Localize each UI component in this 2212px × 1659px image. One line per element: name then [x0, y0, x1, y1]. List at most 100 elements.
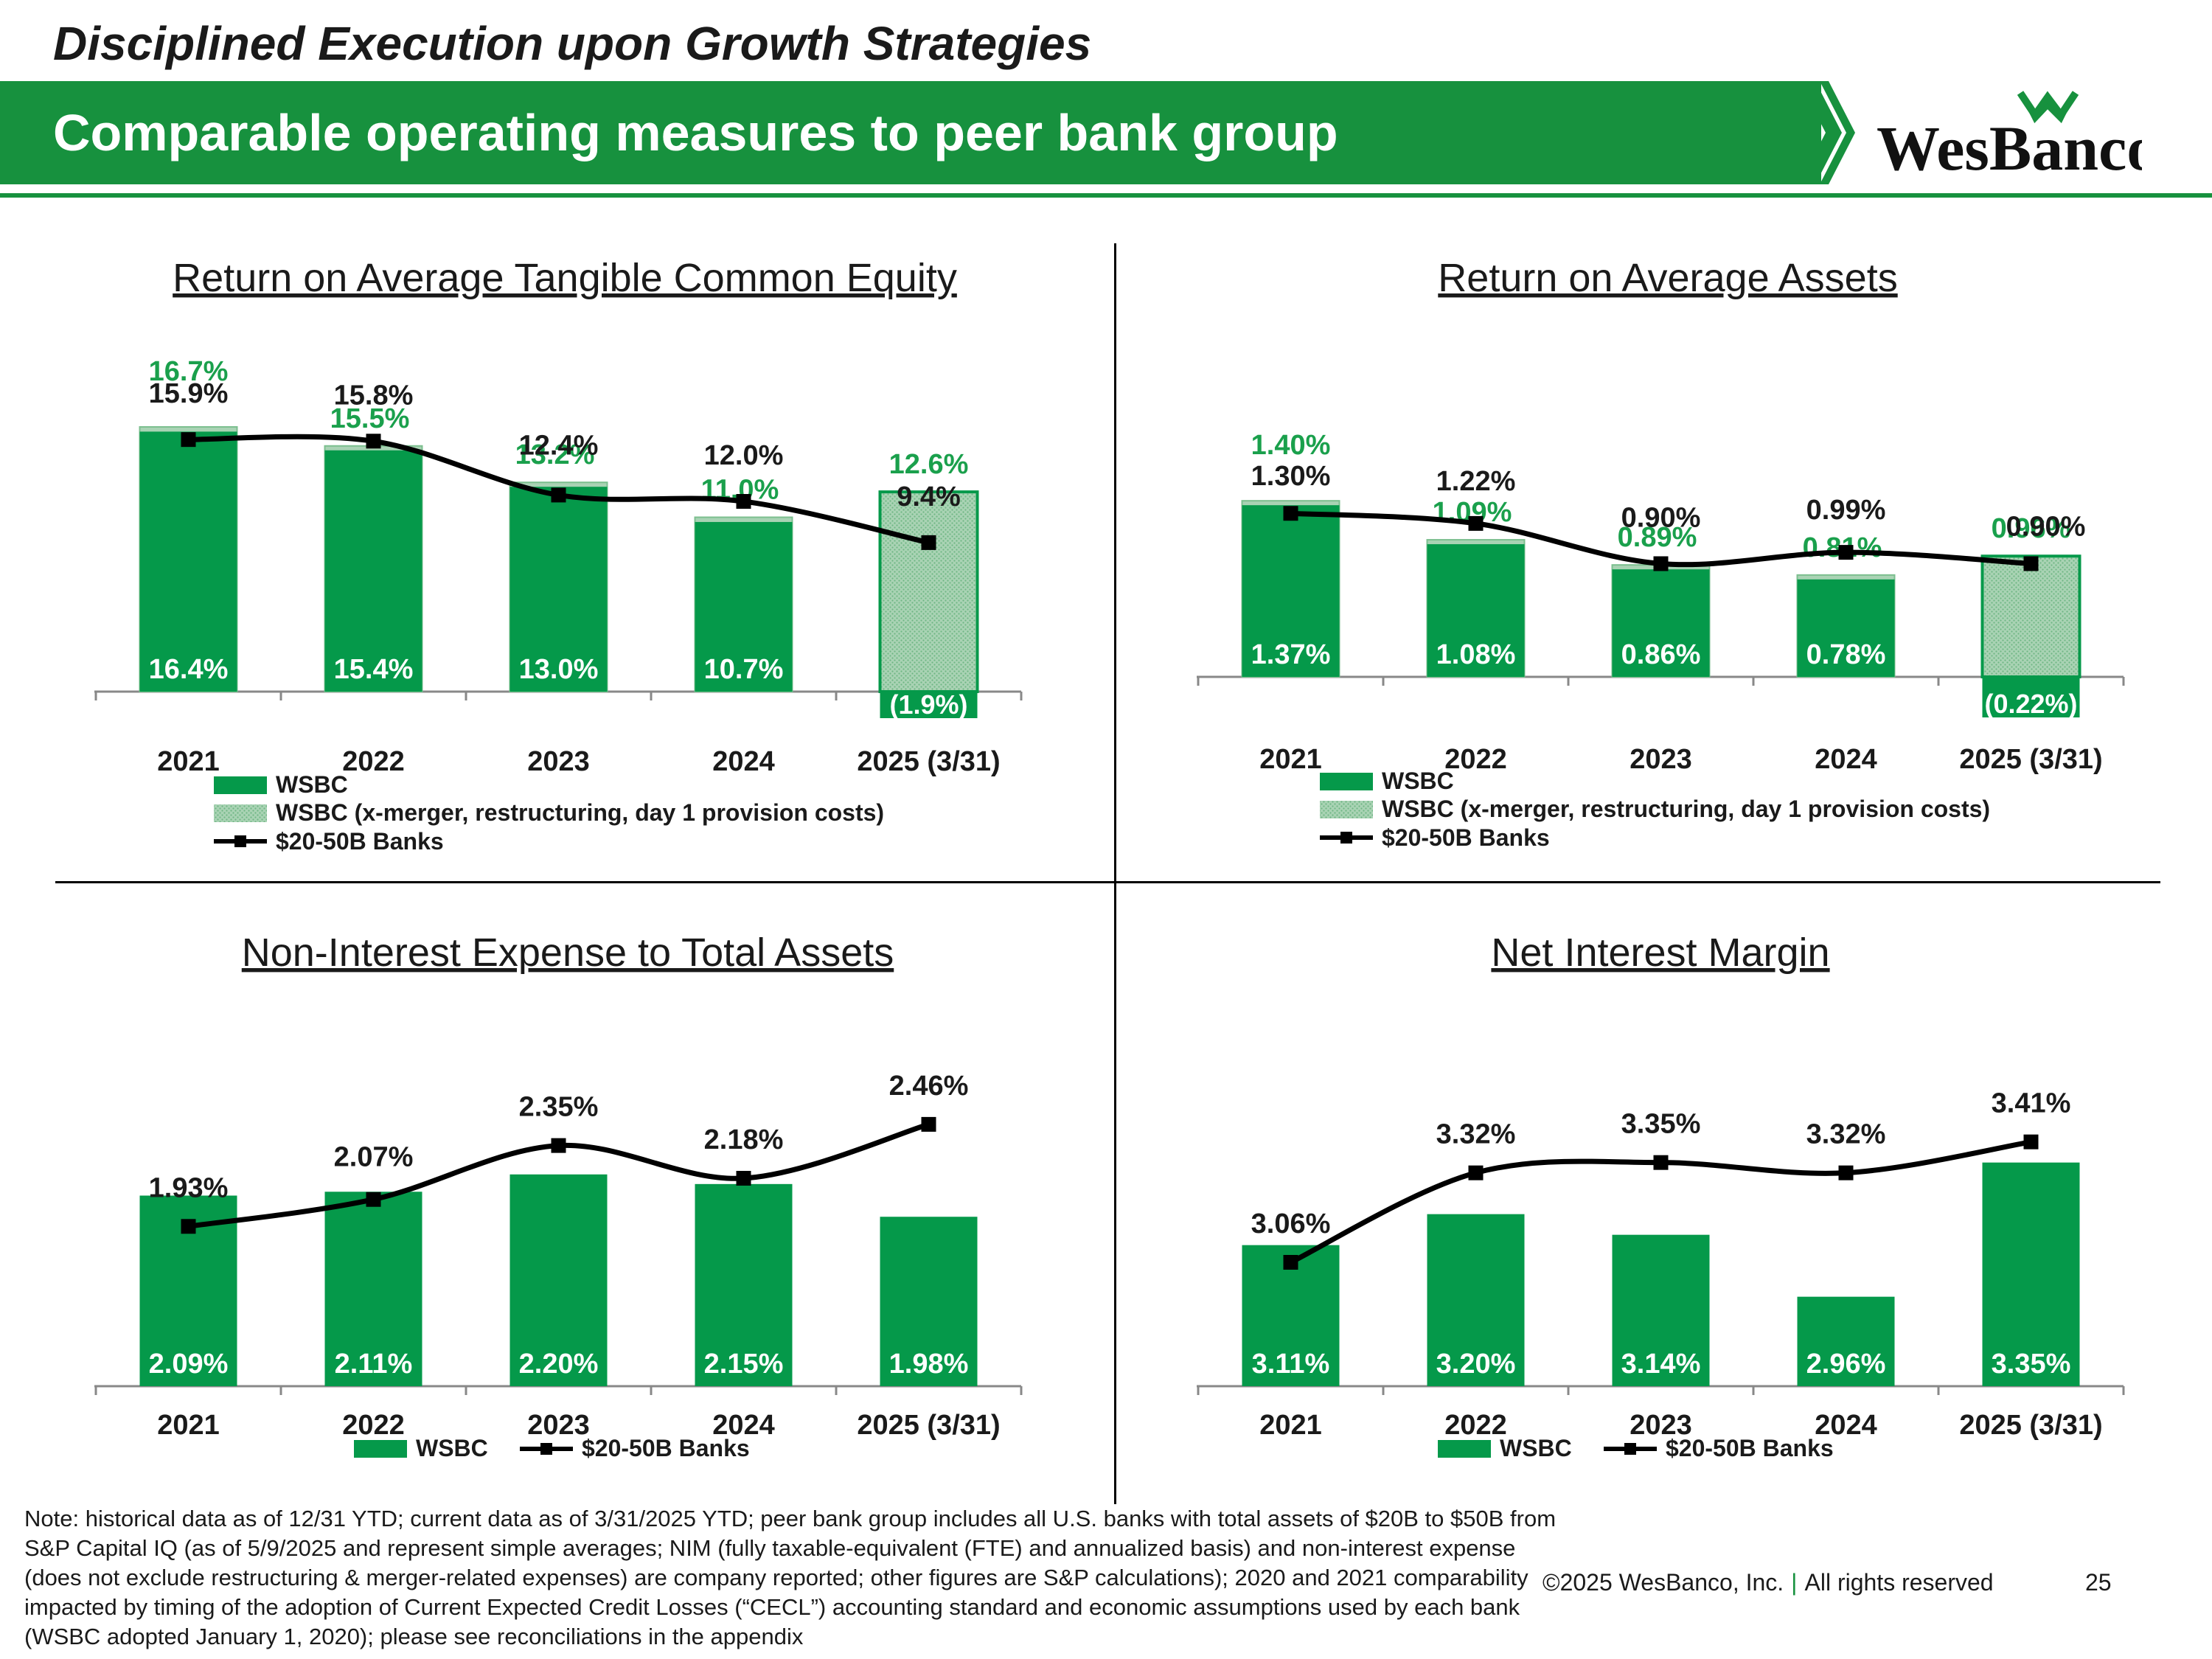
peer-line-marker	[181, 432, 196, 448]
chart-title: Return on Average Assets	[1438, 256, 1897, 300]
copyright-separator: |	[1791, 1569, 1798, 1596]
wsbc-bar-label: 0.86%	[1621, 639, 1701, 670]
peer-line-label: 0.99%	[1806, 495, 1886, 526]
wesbanco-logo: WesBanco	[1877, 91, 2142, 183]
category-label: 2023	[1630, 1410, 1692, 1441]
peer-line-marker	[1468, 515, 1484, 531]
rights-text: All rights reserved	[1804, 1569, 1994, 1596]
wsbc-bar-label: 2.15%	[704, 1349, 784, 1380]
wsbc-bar-negative	[880, 692, 978, 718]
adjusted-bar	[1980, 554, 2081, 678]
legend-swatch-marker	[234, 835, 246, 847]
wsbc-bar-label: 1.08%	[1436, 639, 1516, 670]
chart-title: Net Interest Margin	[1491, 931, 1829, 975]
category-label: 2025 (3/31)	[1959, 744, 2102, 775]
peer-line-marker	[2023, 556, 2039, 571]
peer-line-marker	[1653, 556, 1669, 571]
wsbc-bar-label: 2.96%	[1806, 1349, 1886, 1380]
category-label: 2023	[527, 746, 590, 777]
peer-line-marker	[921, 1116, 936, 1132]
legend-swatch-wsbc	[1438, 1440, 1491, 1458]
peer-line-marker	[736, 494, 751, 509]
peer-line-label: 3.32%	[1806, 1119, 1886, 1150]
wsbc-bar	[324, 450, 422, 692]
category-label: 2022	[342, 746, 405, 777]
slide-supertitle: Disciplined Execution upon Growth Strate…	[53, 17, 1092, 70]
category-label: 2024	[712, 1410, 775, 1441]
adjusted-bar-label: 0.96%	[1992, 513, 2071, 544]
wsbc-bar	[695, 1183, 793, 1386]
legend-label: $20-50B Banks	[1382, 824, 1550, 851]
legend-label: WSBC	[1382, 768, 1454, 794]
wsbc-bar-label: 1.98%	[889, 1349, 969, 1380]
category-label: 2022	[1444, 1410, 1507, 1441]
legend-label: WSBC (x-merger, restructuring, day 1 pro…	[276, 799, 884, 826]
category-label: 2021	[157, 1410, 220, 1441]
category-label: 2025 (3/31)	[857, 1410, 1000, 1441]
wsbc-bar-label: 3.14%	[1621, 1349, 1701, 1380]
wsbc-bar	[1427, 1214, 1525, 1386]
peer-line-label: 3.41%	[1992, 1088, 2071, 1119]
chart-title: Return on Average Tangible Common Equity	[173, 256, 957, 300]
wsbc-bar-label: (0.22%)	[1984, 689, 2077, 719]
category-label: 2022	[342, 1410, 405, 1441]
category-label: 2022	[1444, 744, 1507, 775]
peer-line-marker	[736, 1171, 751, 1186]
legend-label: WSBC	[1500, 1435, 1572, 1461]
wsbc-bar	[1797, 1296, 1895, 1386]
peer-line-marker	[551, 1138, 566, 1153]
wsbc-bar	[509, 487, 608, 692]
category-label: 2024	[1815, 744, 1877, 775]
legend-swatch-adjusted	[1320, 801, 1373, 818]
legend-label: $20-50B Banks	[276, 828, 444, 855]
adjusted-bar-label: 12.6%	[889, 449, 969, 480]
legend-label: $20-50B Banks	[1666, 1435, 1834, 1461]
peer-line-label: 1.93%	[149, 1172, 229, 1203]
wsbc-bar-label: 3.11%	[1252, 1349, 1330, 1380]
legend-label: WSBC	[416, 1435, 488, 1461]
wsbc-bar	[1612, 1234, 1710, 1386]
peer-line-label: 15.9%	[149, 378, 229, 409]
peer-line-marker	[181, 1219, 196, 1234]
quadrant-divider-vertical	[1114, 243, 1116, 1504]
wsbc-bar	[509, 1174, 608, 1386]
peer-line-label: 3.32%	[1436, 1119, 1516, 1150]
copyright: ©2025 WesBanco, Inc. | All rights reserved	[1543, 1569, 1994, 1596]
peer-line-label: 1.30%	[1251, 461, 1331, 492]
legend-swatch-wsbc	[1320, 773, 1373, 790]
category-label: 2023	[1630, 744, 1692, 775]
adjusted-bar	[878, 490, 979, 693]
category-label: 2025 (3/31)	[1959, 1410, 2102, 1441]
wsbc-bar-label: 1.37%	[1251, 639, 1331, 670]
peer-line-label: 2.35%	[519, 1092, 599, 1123]
wsbc-bar-label: 3.20%	[1436, 1349, 1516, 1380]
wsbc-bar	[1427, 544, 1525, 677]
peer-line-label: 0.90%	[2006, 511, 2086, 542]
wsbc-bar-label: 16.4%	[149, 654, 229, 685]
peer-line-label: 0.90%	[1621, 502, 1701, 533]
adjusted-bar-label: 13.2%	[515, 439, 595, 470]
slide-title: Comparable operating measures to peer ba…	[53, 104, 1338, 161]
wsbc-bar-label: (1.9%)	[889, 689, 967, 720]
legend-swatch-marker	[1340, 832, 1352, 844]
wsbc-bar-label: 2.20%	[519, 1349, 599, 1380]
peer-line-marker	[551, 487, 566, 503]
peer-line-label: 9.4%	[897, 481, 961, 512]
wsbc-bar-negative	[1982, 677, 2080, 717]
wsbc-bar	[324, 1192, 422, 1386]
category-label: 2021	[1259, 744, 1322, 775]
wsbc-bar	[1612, 569, 1710, 677]
wsbc-bar-label: 2.09%	[149, 1349, 229, 1380]
peer-line-label: 2.07%	[334, 1142, 414, 1173]
peer-line-marker	[2023, 1134, 2039, 1150]
header-rule	[0, 193, 2212, 198]
peer-line-label: 3.06%	[1251, 1208, 1331, 1239]
wsbc-bar	[1797, 579, 1895, 677]
wsbc-bar	[1242, 505, 1340, 677]
quadrant-divider-horizontal	[55, 881, 2160, 883]
peer-line-marker	[1838, 545, 1854, 560]
peer-line-label: 2.18%	[704, 1124, 784, 1155]
legend-swatch-marker	[540, 1443, 552, 1455]
peer-line-marker	[1283, 1255, 1298, 1270]
wsbc-bar	[139, 431, 237, 692]
